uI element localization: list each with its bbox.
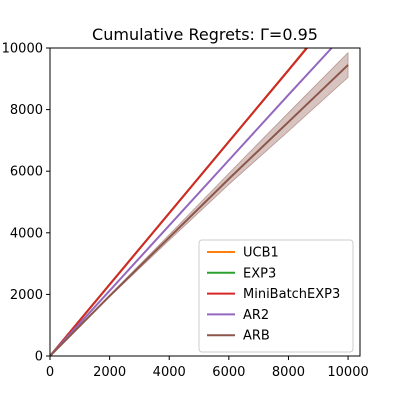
y-axis-ticks: 0 2000 4000 6000 8000 10000 <box>2 42 50 365</box>
legend: UCB1 EXP3 MiniBatchEXP3 AR2 ARB <box>198 239 354 353</box>
chart-title: Cumulative Regrets: Γ=0.95 <box>92 25 318 44</box>
x-tick-label: 10000 <box>327 365 368 380</box>
y-tick-label: 10000 <box>2 42 43 57</box>
legend-label-ucb1: UCB1 <box>243 246 279 261</box>
y-tick-label: 8000 <box>10 103 43 118</box>
y-tick-label: 4000 <box>10 226 43 241</box>
legend-label-arb: ARB <box>243 329 270 344</box>
x-tick-label: 2000 <box>93 365 126 380</box>
y-tick-label: 6000 <box>10 165 43 180</box>
series-line-arb <box>50 64 349 356</box>
legend-box <box>198 239 354 353</box>
x-tick-label: 6000 <box>212 365 245 380</box>
series-layer <box>50 48 349 356</box>
x-tick-label: 4000 <box>153 365 186 380</box>
y-tick-label: 0 <box>35 350 43 365</box>
legend-label-exp3: EXP3 <box>243 266 276 281</box>
plot-frame <box>49 47 361 357</box>
y-tick-label: 2000 <box>10 288 43 303</box>
series-line-minibatchexp3 <box>50 48 308 356</box>
series-line-ar2 <box>50 48 333 356</box>
legend-label-minibatchexp3: MiniBatchEXP3 <box>243 287 340 302</box>
x-tick-label: 8000 <box>272 365 305 380</box>
x-tick-label: 0 <box>46 365 54 380</box>
legend-label-ar2: AR2 <box>243 308 269 323</box>
x-axis-ticks: 0 2000 4000 6000 8000 10000 <box>46 356 369 380</box>
